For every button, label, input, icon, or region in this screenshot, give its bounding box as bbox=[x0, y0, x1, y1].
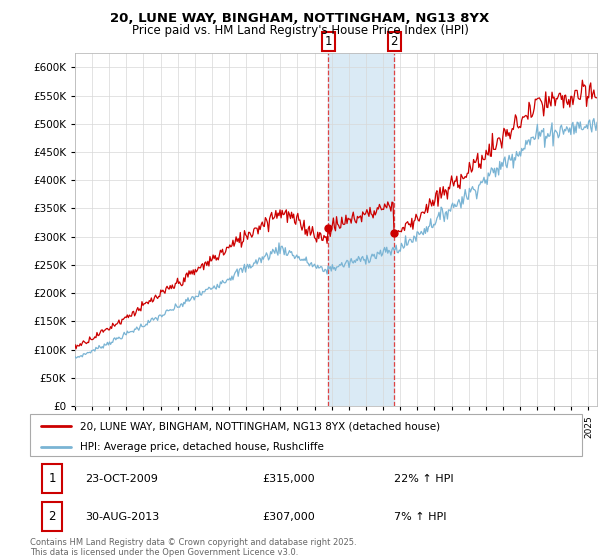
Text: 2: 2 bbox=[49, 510, 56, 523]
Text: 1: 1 bbox=[325, 35, 332, 48]
Text: Contains HM Land Registry data © Crown copyright and database right 2025.
This d: Contains HM Land Registry data © Crown c… bbox=[30, 538, 356, 557]
Text: 2: 2 bbox=[391, 35, 398, 48]
Text: 30-AUG-2013: 30-AUG-2013 bbox=[85, 512, 160, 522]
Bar bbox=[328, 53, 394, 406]
Text: 23-OCT-2009: 23-OCT-2009 bbox=[85, 474, 158, 484]
Text: 20, LUNE WAY, BINGHAM, NOTTINGHAM, NG13 8YX (detached house): 20, LUNE WAY, BINGHAM, NOTTINGHAM, NG13 … bbox=[80, 421, 440, 431]
FancyBboxPatch shape bbox=[30, 414, 582, 456]
Text: £307,000: £307,000 bbox=[262, 512, 314, 522]
FancyBboxPatch shape bbox=[43, 464, 62, 493]
Text: £315,000: £315,000 bbox=[262, 474, 314, 484]
Text: 20, LUNE WAY, BINGHAM, NOTTINGHAM, NG13 8YX: 20, LUNE WAY, BINGHAM, NOTTINGHAM, NG13 … bbox=[110, 12, 490, 25]
Text: Price paid vs. HM Land Registry's House Price Index (HPI): Price paid vs. HM Land Registry's House … bbox=[131, 24, 469, 36]
Text: 1: 1 bbox=[49, 472, 56, 486]
Text: 7% ↑ HPI: 7% ↑ HPI bbox=[394, 512, 447, 522]
Text: HPI: Average price, detached house, Rushcliffe: HPI: Average price, detached house, Rush… bbox=[80, 442, 323, 452]
FancyBboxPatch shape bbox=[43, 502, 62, 531]
Text: 22% ↑ HPI: 22% ↑ HPI bbox=[394, 474, 454, 484]
